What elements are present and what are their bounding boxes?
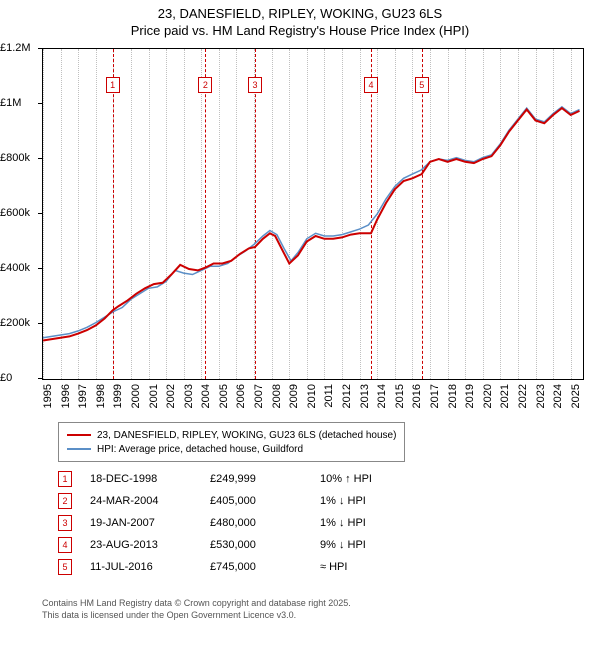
x-tick-label: 2025 — [570, 384, 582, 424]
x-tick-label: 1999 — [112, 384, 124, 424]
event-table-row: 511-JUL-2016£745,000≈ HPI — [58, 556, 410, 578]
x-tick-label: 2009 — [288, 384, 300, 424]
x-tick-label: 2024 — [552, 384, 564, 424]
x-tick-label: 2007 — [253, 384, 265, 424]
y-tick-label: £400k — [0, 262, 36, 274]
x-tick-label: 2002 — [165, 384, 177, 424]
footer-attribution: Contains HM Land Registry data © Crown c… — [42, 598, 351, 621]
x-tick-label: 2000 — [130, 384, 142, 424]
chart-title: 23, DANESFIELD, RIPLEY, WOKING, GU23 6LS… — [0, 0, 600, 40]
y-tick-label: £600k — [0, 207, 36, 219]
title-line2: Price paid vs. HM Land Registry's House … — [0, 23, 600, 40]
x-tick-label: 2021 — [499, 384, 511, 424]
chart-plot-area: 12345 — [42, 48, 584, 380]
title-line1: 23, DANESFIELD, RIPLEY, WOKING, GU23 6LS — [0, 6, 600, 23]
x-tick-label: 2001 — [148, 384, 160, 424]
x-tick-label: 1997 — [77, 384, 89, 424]
x-tick-label: 2012 — [341, 384, 353, 424]
x-tick-label: 2004 — [200, 384, 212, 424]
x-tick-label: 2014 — [376, 384, 388, 424]
x-tick-label: 2020 — [482, 384, 494, 424]
event-table-row: 224-MAR-2004£405,0001% ↓ HPI — [58, 490, 410, 512]
x-tick-label: 2015 — [394, 384, 406, 424]
legend-row: 23, DANESFIELD, RIPLEY, WOKING, GU23 6LS… — [67, 428, 396, 442]
event-price-table: 118-DEC-1998£249,99910% ↑ HPI224-MAR-200… — [58, 468, 410, 578]
x-tick-label: 2003 — [183, 384, 195, 424]
x-tick-label: 2022 — [517, 384, 529, 424]
x-tick-label: 1998 — [95, 384, 107, 424]
x-tick-label: 2016 — [411, 384, 423, 424]
event-table-row: 319-JAN-2007£480,0001% ↓ HPI — [58, 512, 410, 534]
event-table-row: 423-AUG-2013£530,0009% ↓ HPI — [58, 534, 410, 556]
y-tick-label: £1.2M — [0, 42, 36, 54]
x-tick-label: 2023 — [535, 384, 547, 424]
footer-line1: Contains HM Land Registry data © Crown c… — [42, 598, 351, 610]
x-tick-label: 1995 — [42, 384, 54, 424]
x-tick-label: 2013 — [359, 384, 371, 424]
x-tick-label: 2018 — [447, 384, 459, 424]
x-tick-label: 2008 — [271, 384, 283, 424]
x-tick-label: 1996 — [60, 384, 72, 424]
x-tick-label: 2011 — [323, 384, 335, 424]
x-tick-label: 2005 — [218, 384, 230, 424]
y-tick-label: £1M — [0, 97, 36, 109]
y-tick-label: £200k — [0, 317, 36, 329]
x-tick-label: 2017 — [429, 384, 441, 424]
event-table-row: 118-DEC-1998£249,99910% ↑ HPI — [58, 468, 410, 490]
x-tick-label: 2010 — [306, 384, 318, 424]
y-tick-label: £800k — [0, 152, 36, 164]
x-tick-label: 2019 — [464, 384, 476, 424]
footer-line2: This data is licensed under the Open Gov… — [42, 610, 351, 622]
chart-legend: 23, DANESFIELD, RIPLEY, WOKING, GU23 6LS… — [58, 422, 405, 462]
x-tick-label: 2006 — [235, 384, 247, 424]
legend-row: HPI: Average price, detached house, Guil… — [67, 442, 396, 456]
y-tick-label: £0 — [0, 372, 36, 384]
